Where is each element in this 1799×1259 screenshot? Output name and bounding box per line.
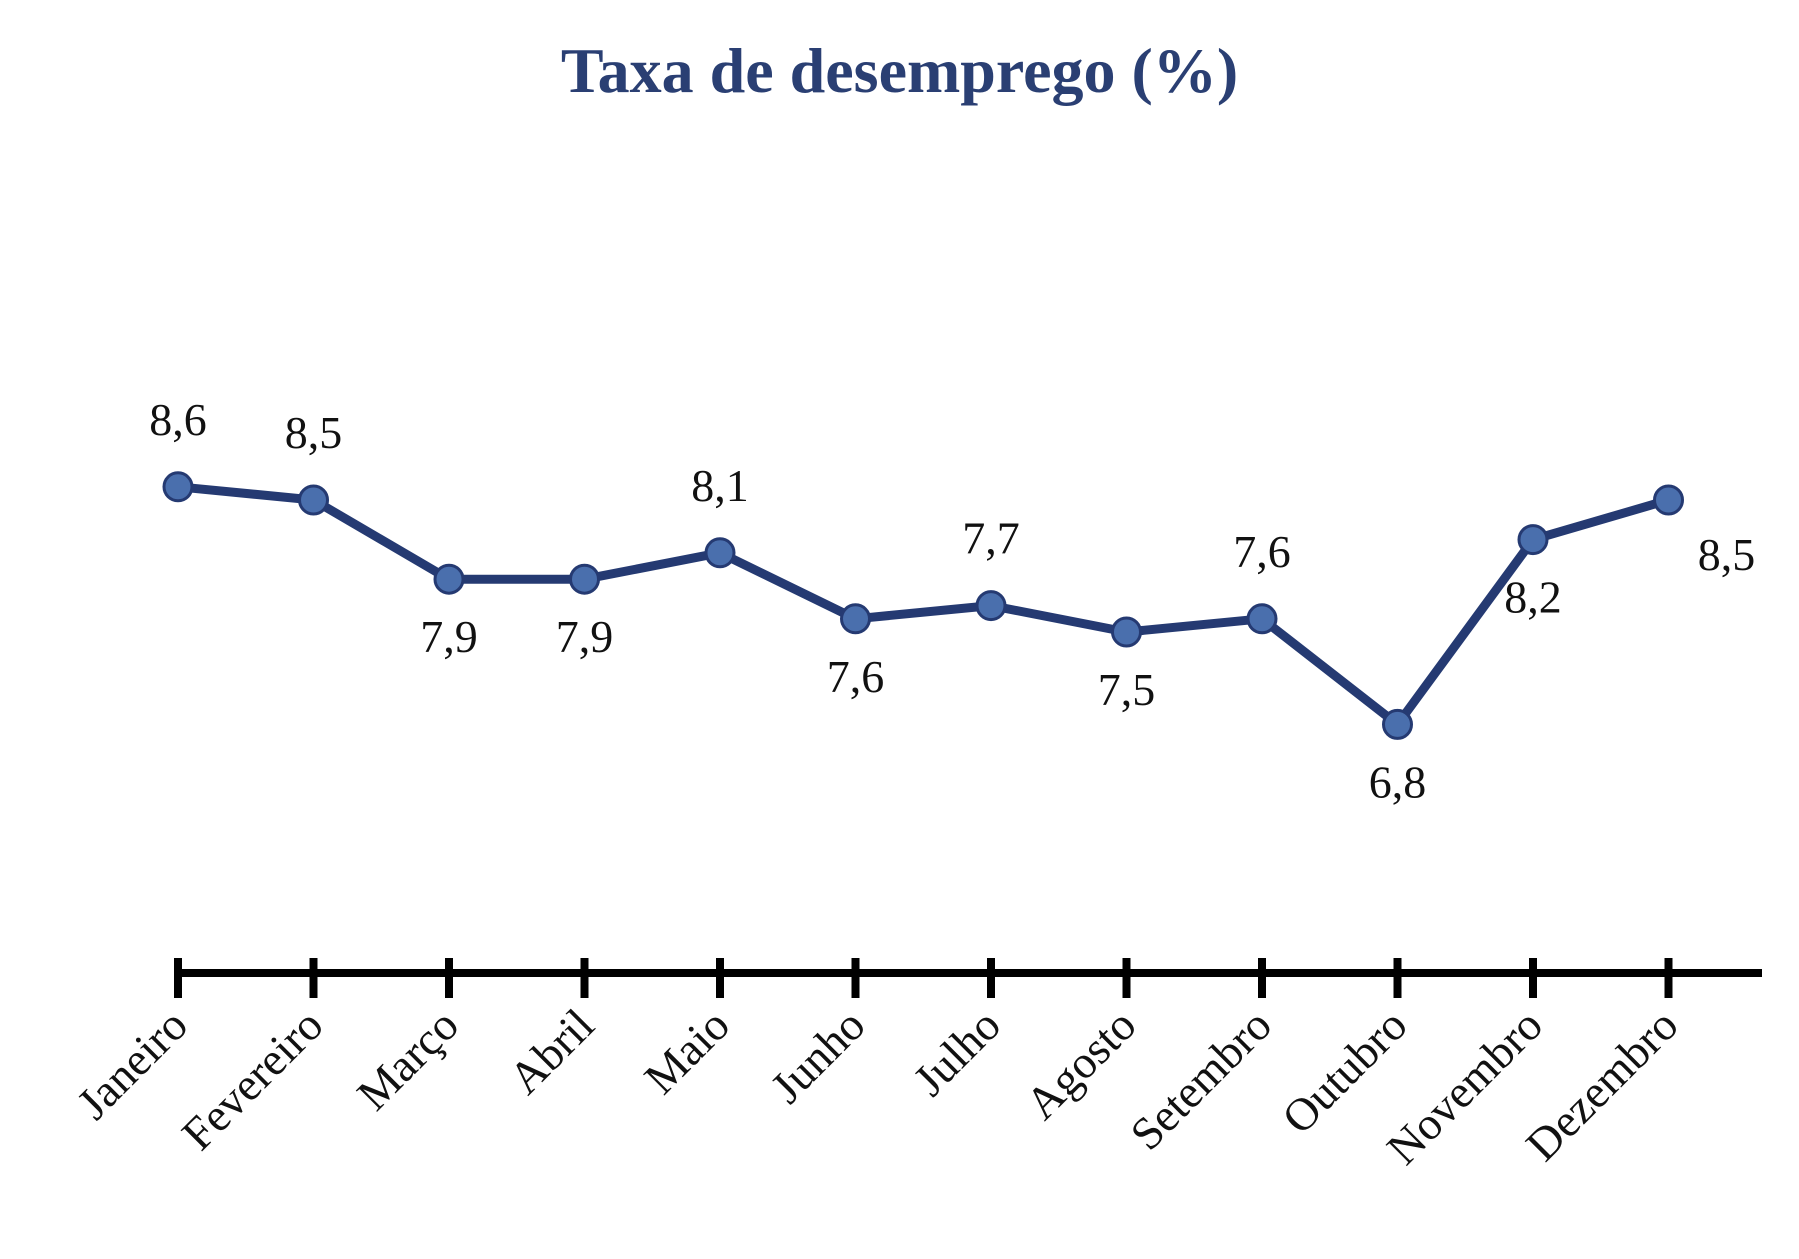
data-label: 7,6	[1233, 526, 1291, 577]
data-point	[569, 563, 600, 595]
data-point	[1517, 524, 1549, 556]
x-tick-label: Abril	[499, 999, 604, 1104]
data-point	[1246, 603, 1278, 635]
series-line	[173, 482, 1673, 729]
data-label: 7,9	[420, 611, 478, 662]
data-points	[162, 471, 1684, 740]
x-tick-label: Janeiro	[67, 999, 197, 1129]
data-label: 8,2	[1504, 572, 1562, 623]
data-label: 8,5	[1698, 529, 1756, 580]
data-label: 7,5	[1098, 664, 1156, 715]
data-label: 8,5	[285, 407, 343, 458]
x-tick-label: Março	[347, 999, 468, 1120]
data-label: 8,6	[149, 394, 207, 445]
data-label: 6,8	[1369, 756, 1427, 807]
series-line-layer	[173, 482, 1673, 729]
data-point	[704, 537, 736, 569]
data-label: 7,9	[556, 611, 614, 662]
x-axis	[174, 958, 1762, 998]
x-tick-label: Dezembro	[1516, 999, 1688, 1171]
data-point	[840, 603, 871, 635]
data-point	[162, 471, 194, 503]
data-point	[433, 563, 465, 595]
data-labels: 8,6 8,5 7,9 7,9 8,1 7,6 7,7 7,5 7,6 6,8 8,2 8,5	[149, 394, 1755, 808]
data-point	[298, 484, 329, 516]
data-point	[975, 590, 1007, 622]
x-tick-label: Maio	[634, 999, 739, 1104]
data-label: 8,1	[691, 460, 749, 511]
data-label: 7,7	[962, 513, 1020, 564]
x-tick-label: Julho	[904, 999, 1011, 1106]
data-point	[1653, 484, 1684, 516]
x-tick-label: Junho	[761, 999, 875, 1113]
x-tick-label: Agosto	[1016, 999, 1146, 1129]
chart-title: Taxa de desemprego (%)	[560, 35, 1239, 106]
data-label: 7,6	[827, 651, 885, 702]
x-tick-label: Fevereiro	[172, 999, 333, 1160]
data-point	[1111, 616, 1142, 648]
x-tick-label: Setembro	[1120, 999, 1281, 1160]
data-point	[1382, 708, 1413, 740]
